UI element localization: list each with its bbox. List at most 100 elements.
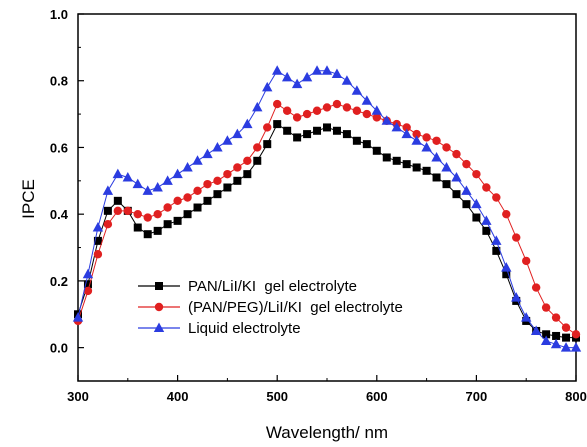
data-point	[392, 156, 401, 165]
data-point	[481, 215, 492, 225]
data-point	[313, 126, 322, 135]
data-point	[531, 283, 541, 292]
data-point	[202, 148, 213, 159]
data-point	[163, 203, 172, 212]
data-point	[233, 163, 242, 172]
data-point	[492, 246, 501, 255]
data-point	[560, 342, 572, 352]
data-point	[492, 193, 501, 202]
legend-item: (PAN/PEG)/LiI/KI gel electrolyte	[138, 299, 403, 316]
data-point	[92, 222, 104, 232]
data-point	[293, 133, 302, 142]
data-point	[331, 68, 343, 79]
data-point	[371, 105, 382, 115]
data-point	[203, 196, 212, 205]
y-tick-label: 0.6	[50, 140, 68, 155]
y-tick-label: 0.0	[50, 341, 68, 356]
data-point	[82, 268, 94, 279]
y-tick-label: 0.2	[50, 274, 68, 289]
y-tick-label: 0.4	[50, 207, 69, 222]
data-point	[352, 106, 362, 115]
data-point	[252, 101, 263, 112]
data-point	[362, 109, 372, 119]
data-point	[522, 256, 531, 266]
data-point	[472, 169, 481, 179]
data-point	[253, 156, 262, 165]
data-point	[213, 176, 222, 186]
data-point	[361, 95, 373, 105]
data-point	[541, 303, 551, 312]
x-tick-label: 300	[67, 389, 89, 404]
data-point	[372, 146, 381, 155]
data-point	[273, 99, 282, 109]
data-point	[502, 209, 511, 219]
data-point	[93, 236, 102, 245]
x-tick-label: 700	[466, 389, 488, 404]
data-point	[381, 115, 392, 125]
data-point	[422, 166, 431, 175]
data-point	[162, 175, 173, 185]
data-point	[321, 65, 333, 75]
data-point	[193, 186, 202, 196]
data-point	[562, 333, 571, 342]
data-point	[152, 181, 163, 192]
data-point	[103, 206, 112, 215]
data-point	[332, 126, 341, 135]
data-point	[491, 235, 502, 245]
data-point	[122, 171, 133, 182]
data-point	[272, 65, 283, 75]
data-point	[502, 270, 511, 279]
data-point	[93, 250, 103, 259]
data-point	[432, 173, 441, 182]
x-tick-label: 800	[565, 389, 587, 404]
data-point	[102, 185, 114, 195]
data-point	[362, 140, 371, 149]
x-tick-label: 500	[266, 389, 288, 404]
data-point	[412, 163, 421, 172]
data-point	[113, 196, 122, 205]
y-tick-label: 0.8	[50, 74, 68, 89]
data-point	[312, 106, 322, 115]
data-point	[301, 71, 313, 82]
legend-label: PAN/LiI/KI gel electrolyte	[188, 278, 357, 295]
data-point	[182, 161, 193, 172]
data-point	[212, 141, 223, 152]
series-layer	[72, 65, 582, 352]
data-point	[172, 168, 183, 179]
data-point	[173, 196, 182, 206]
data-point	[551, 313, 561, 322]
data-point	[512, 233, 521, 242]
data-point	[570, 342, 582, 352]
data-point	[112, 168, 124, 179]
data-point	[103, 219, 113, 229]
data-point	[542, 330, 551, 339]
data-point	[222, 135, 233, 145]
legend: PAN/LiI/KI gel electrolyte (PAN/PEG)/LiI/…	[138, 278, 403, 337]
data-point	[550, 338, 562, 349]
data-point	[281, 71, 293, 82]
data-point	[482, 183, 491, 192]
axis-ticks: 300 400 500 600 700 800 0.0 0.2 0.4 0.6 0.8 1.0	[50, 7, 587, 404]
data-point	[133, 209, 142, 219]
data-point	[183, 193, 192, 202]
legend-marker	[154, 302, 164, 312]
data-point	[262, 81, 273, 92]
data-point	[243, 170, 252, 179]
data-point	[442, 143, 451, 152]
data-point	[571, 330, 581, 339]
data-point	[303, 130, 312, 139]
x-tick-label: 600	[366, 389, 388, 404]
data-point	[442, 180, 451, 189]
data-point	[452, 149, 461, 159]
data-point	[431, 151, 442, 162]
data-point	[213, 190, 222, 199]
data-point	[203, 179, 212, 189]
y-axis-title: IPCE	[19, 179, 38, 219]
data-point	[540, 335, 552, 345]
x-axis-title: Wavelength/ nm	[266, 423, 388, 442]
series-3	[72, 65, 582, 352]
data-point	[253, 143, 262, 152]
data-point	[521, 312, 532, 322]
data-point	[123, 206, 132, 216]
